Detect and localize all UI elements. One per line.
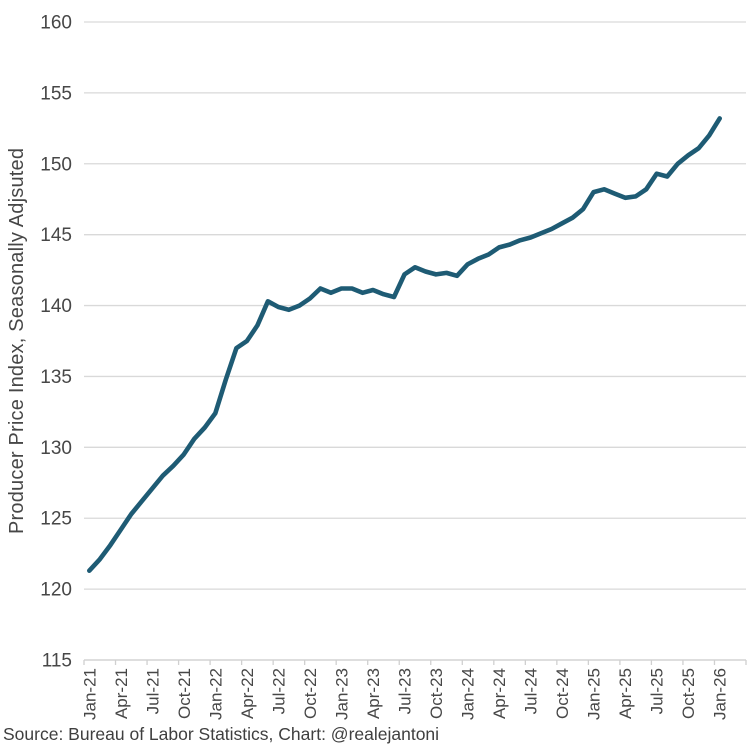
x-tick-label: Jul-22 — [269, 668, 288, 714]
x-tick-label: Jan-22 — [206, 668, 225, 720]
x-tick-label: Oct-24 — [553, 668, 572, 719]
x-tick-label: Jul-25 — [648, 668, 667, 714]
x-tick-label: Oct-21 — [175, 668, 194, 719]
x-tick-label: Jan-23 — [332, 668, 351, 720]
x-tick-label: Apr-23 — [364, 668, 383, 719]
x-tick-label: Oct-25 — [679, 668, 698, 719]
x-tick-label: Jan-24 — [459, 668, 478, 720]
x-tick-label: Oct-23 — [427, 668, 446, 719]
y-tick-label: 120 — [40, 580, 72, 601]
x-tick-label: Oct-22 — [301, 668, 320, 719]
x-tick-label: Jan-25 — [585, 668, 604, 720]
y-tick-label: 125 — [40, 509, 72, 530]
y-tick-label: 150 — [40, 154, 72, 175]
x-tick-label: Apr-24 — [490, 668, 509, 719]
y-tick-label: 135 — [40, 367, 72, 388]
x-tick-label: Apr-21 — [112, 668, 131, 719]
x-tick-label: Apr-22 — [238, 668, 257, 719]
x-tick-label: Apr-25 — [616, 668, 635, 719]
x-tick-label: Jul-24 — [522, 668, 541, 714]
x-tick-label: Jan-21 — [80, 668, 99, 720]
source-caption: Source: Bureau of Labor Statistics, Char… — [3, 724, 440, 744]
ppi-series-line — [87, 116, 722, 573]
x-tick-label: Jul-21 — [143, 668, 162, 714]
y-tick-label: 130 — [40, 438, 72, 459]
y-tick-label: 145 — [40, 225, 72, 246]
x-tick-label: Jul-23 — [395, 668, 414, 714]
y-tick-label: 115 — [42, 651, 72, 672]
y-tick-label: 160 — [40, 13, 72, 34]
y-tick-label: 140 — [40, 296, 72, 317]
x-tick-label: Jan-26 — [711, 668, 730, 720]
y-tick-label: 155 — [40, 83, 72, 104]
